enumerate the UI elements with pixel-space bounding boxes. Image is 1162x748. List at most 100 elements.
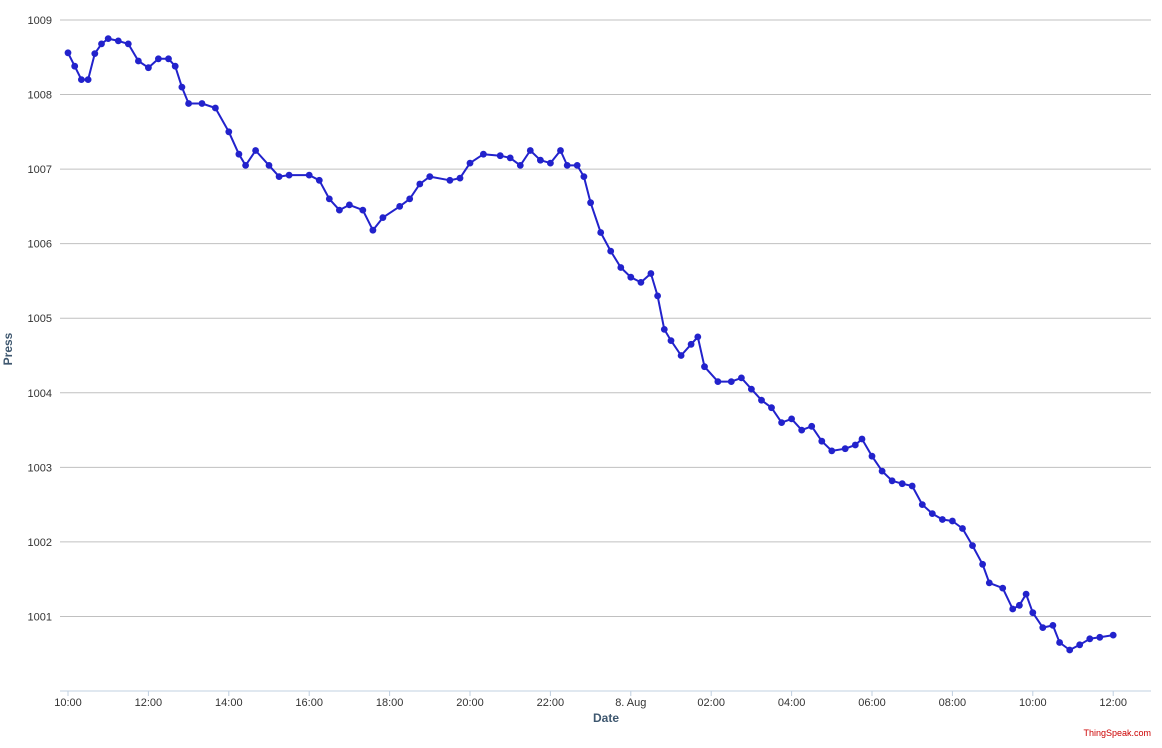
data-point xyxy=(908,482,916,490)
x-axis-title: Date xyxy=(593,711,619,725)
data-point xyxy=(396,203,404,210)
data-point xyxy=(1049,622,1057,629)
data-point xyxy=(999,584,1007,592)
data-point xyxy=(898,480,906,488)
data-point xyxy=(145,64,152,72)
data-point xyxy=(647,270,655,277)
data-point xyxy=(563,162,571,169)
data-point xyxy=(1109,631,1117,639)
data-point xyxy=(71,62,79,70)
data-point xyxy=(778,419,785,426)
x-tick-label: 06:00 xyxy=(858,697,886,709)
x-tick-label: 04:00 xyxy=(778,697,806,709)
data-point xyxy=(225,128,233,136)
data-point xyxy=(828,447,836,455)
x-tick-label: 20:00 xyxy=(456,697,484,709)
data-point xyxy=(78,76,85,83)
y-tick-label: 1001 xyxy=(28,611,52,623)
data-point xyxy=(878,467,886,475)
data-point xyxy=(798,426,806,434)
x-tick-label: 12:00 xyxy=(1099,697,1127,709)
data-point xyxy=(506,154,514,162)
y-axis-title: Press xyxy=(1,332,15,365)
x-tick-label: 22:00 xyxy=(537,697,565,709)
data-point xyxy=(526,147,534,154)
data-point xyxy=(788,415,795,423)
data-point xyxy=(667,337,675,344)
data-point xyxy=(851,441,859,449)
data-point xyxy=(426,173,434,181)
data-point xyxy=(114,37,122,45)
data-point xyxy=(305,171,313,179)
data-point xyxy=(285,171,293,179)
data-point xyxy=(325,195,333,203)
data-point xyxy=(607,247,615,255)
y-tick-label: 1006 xyxy=(28,239,52,251)
data-point xyxy=(135,57,142,65)
data-point xyxy=(694,333,702,341)
series-press xyxy=(64,35,1117,654)
data-point xyxy=(537,156,544,164)
data-point xyxy=(808,422,816,430)
data-point xyxy=(768,404,775,412)
credit-link[interactable]: ThingSpeak.com xyxy=(1083,728,1151,738)
data-point xyxy=(91,50,99,57)
y-tick-label: 1008 xyxy=(28,90,52,102)
data-point xyxy=(617,264,625,271)
data-point xyxy=(939,516,946,523)
data-point xyxy=(841,445,849,453)
data-point xyxy=(104,35,112,42)
data-point xyxy=(868,452,876,460)
data-point xyxy=(98,40,105,48)
data-point xyxy=(959,525,966,532)
data-point xyxy=(456,174,464,182)
x-tick-label: 08:00 xyxy=(939,697,967,709)
data-point xyxy=(858,435,866,443)
data-point xyxy=(637,279,645,286)
data-point xyxy=(758,396,765,404)
x-tick-label: 10:00 xyxy=(54,697,82,709)
data-point xyxy=(1066,646,1074,654)
data-point xyxy=(1009,605,1017,613)
data-point xyxy=(677,352,685,359)
y-tick-label: 1002 xyxy=(28,537,52,549)
data-point xyxy=(446,176,454,184)
data-point xyxy=(265,162,273,169)
data-point xyxy=(346,201,353,209)
data-point xyxy=(818,437,826,445)
y-tick-label: 1009 xyxy=(28,15,52,27)
data-point xyxy=(1086,635,1094,643)
y-tick-label: 1003 xyxy=(28,462,52,474)
data-point xyxy=(359,206,367,214)
data-point xyxy=(979,560,986,568)
data-point xyxy=(597,229,605,236)
data-point xyxy=(687,340,695,348)
data-point xyxy=(235,150,243,158)
x-tick-label: 14:00 xyxy=(215,697,243,709)
data-point xyxy=(64,49,72,57)
x-tick-label: 8. Aug xyxy=(615,697,646,709)
data-point xyxy=(406,195,414,203)
data-point xyxy=(738,374,745,382)
data-point xyxy=(516,162,524,169)
data-point xyxy=(1039,624,1047,631)
y-tick-label: 1005 xyxy=(28,313,52,325)
data-point xyxy=(949,517,956,525)
data-point xyxy=(701,363,708,371)
data-point xyxy=(416,180,424,188)
x-axis: 10:00 12:00 14:00 16:00 18:00 20:00 22:00 8. Au… xyxy=(54,690,1151,709)
data-point xyxy=(84,76,92,83)
data-point xyxy=(185,100,193,107)
data-point xyxy=(580,173,588,181)
data-point xyxy=(124,40,132,48)
series-line xyxy=(67,37,1114,651)
data-point xyxy=(1076,641,1084,649)
data-point xyxy=(252,147,259,154)
x-tick-label: 02:00 xyxy=(697,697,725,709)
data-point xyxy=(1022,590,1030,598)
data-point xyxy=(336,206,343,214)
data-point xyxy=(573,162,581,169)
data-point xyxy=(379,214,387,222)
data-point xyxy=(727,378,735,385)
